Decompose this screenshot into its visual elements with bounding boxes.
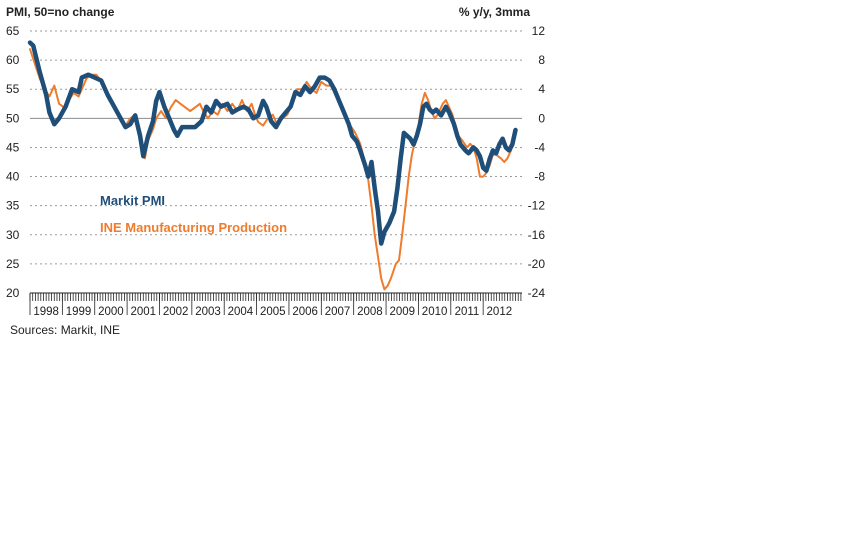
right-tick-label: -8 [534, 170, 545, 184]
x-year-label: 2009 [389, 306, 415, 318]
x-axis: 1998 1999 2000 2001 2002 2003 2004 2005 2006 2007… [29, 292, 522, 318]
x-year-label: 2010 [422, 306, 448, 318]
x-year-label: 2012 [487, 306, 513, 318]
left-tick-label: 25 [6, 257, 20, 271]
x-year-label: 2001 [130, 306, 156, 318]
x-year-label: 2004 [228, 306, 254, 318]
right-tick-label: 8 [538, 53, 545, 67]
x-year-label: 2003 [195, 306, 221, 318]
right-axis-title: % y/y, 3mma [459, 5, 530, 19]
left-tick-label: 55 [6, 82, 20, 96]
x-year-label: 2011 [455, 306, 480, 318]
left-tick-label: 30 [6, 228, 20, 242]
right-tick-label: 12 [532, 24, 546, 38]
left-axis-ticks: 65 60 55 50 45 40 35 30 25 20 [6, 24, 20, 300]
gridlines [30, 30, 522, 265]
right-tick-label: -12 [528, 199, 546, 213]
right-tick-label: -24 [528, 286, 546, 300]
right-tick-label: -4 [534, 140, 545, 154]
right-tick-label: -20 [528, 257, 546, 271]
right-axis-ticks: 12 8 4 0 -4 -8 -12 -16 -20 -24 [528, 24, 546, 300]
x-year-label: 2002 [163, 306, 189, 318]
legend-ine-production: INE Manufacturing Production [100, 220, 287, 235]
series-line-markit-pmi [27, 40, 518, 246]
left-tick-label: 40 [6, 170, 20, 184]
x-year-label: 2008 [357, 306, 383, 318]
left-tick-label: 35 [6, 199, 20, 213]
legend-markit-pmi: Markit PMI [100, 193, 165, 208]
right-tick-label: 0 [538, 111, 545, 125]
x-year-label: 2000 [98, 306, 124, 318]
series-layer [27, 40, 518, 291]
left-tick-label: 65 [6, 24, 20, 38]
left-tick-label: 45 [6, 140, 20, 154]
left-tick-label: 50 [6, 111, 20, 125]
left-axis-title: PMI, 50=no change [6, 5, 115, 19]
x-year-label: 2005 [260, 306, 286, 318]
x-year-label: 1998 [33, 306, 59, 318]
x-year-label: 2006 [292, 306, 318, 318]
x-year-label: 1999 [66, 306, 92, 318]
right-tick-label: 4 [538, 82, 545, 96]
right-tick-label: -16 [528, 228, 546, 242]
x-year-label: 2007 [325, 306, 351, 318]
left-tick-label: 60 [6, 53, 20, 67]
left-tick-label: 20 [6, 286, 20, 300]
sources-note: Sources: Markit, INE [10, 323, 120, 337]
